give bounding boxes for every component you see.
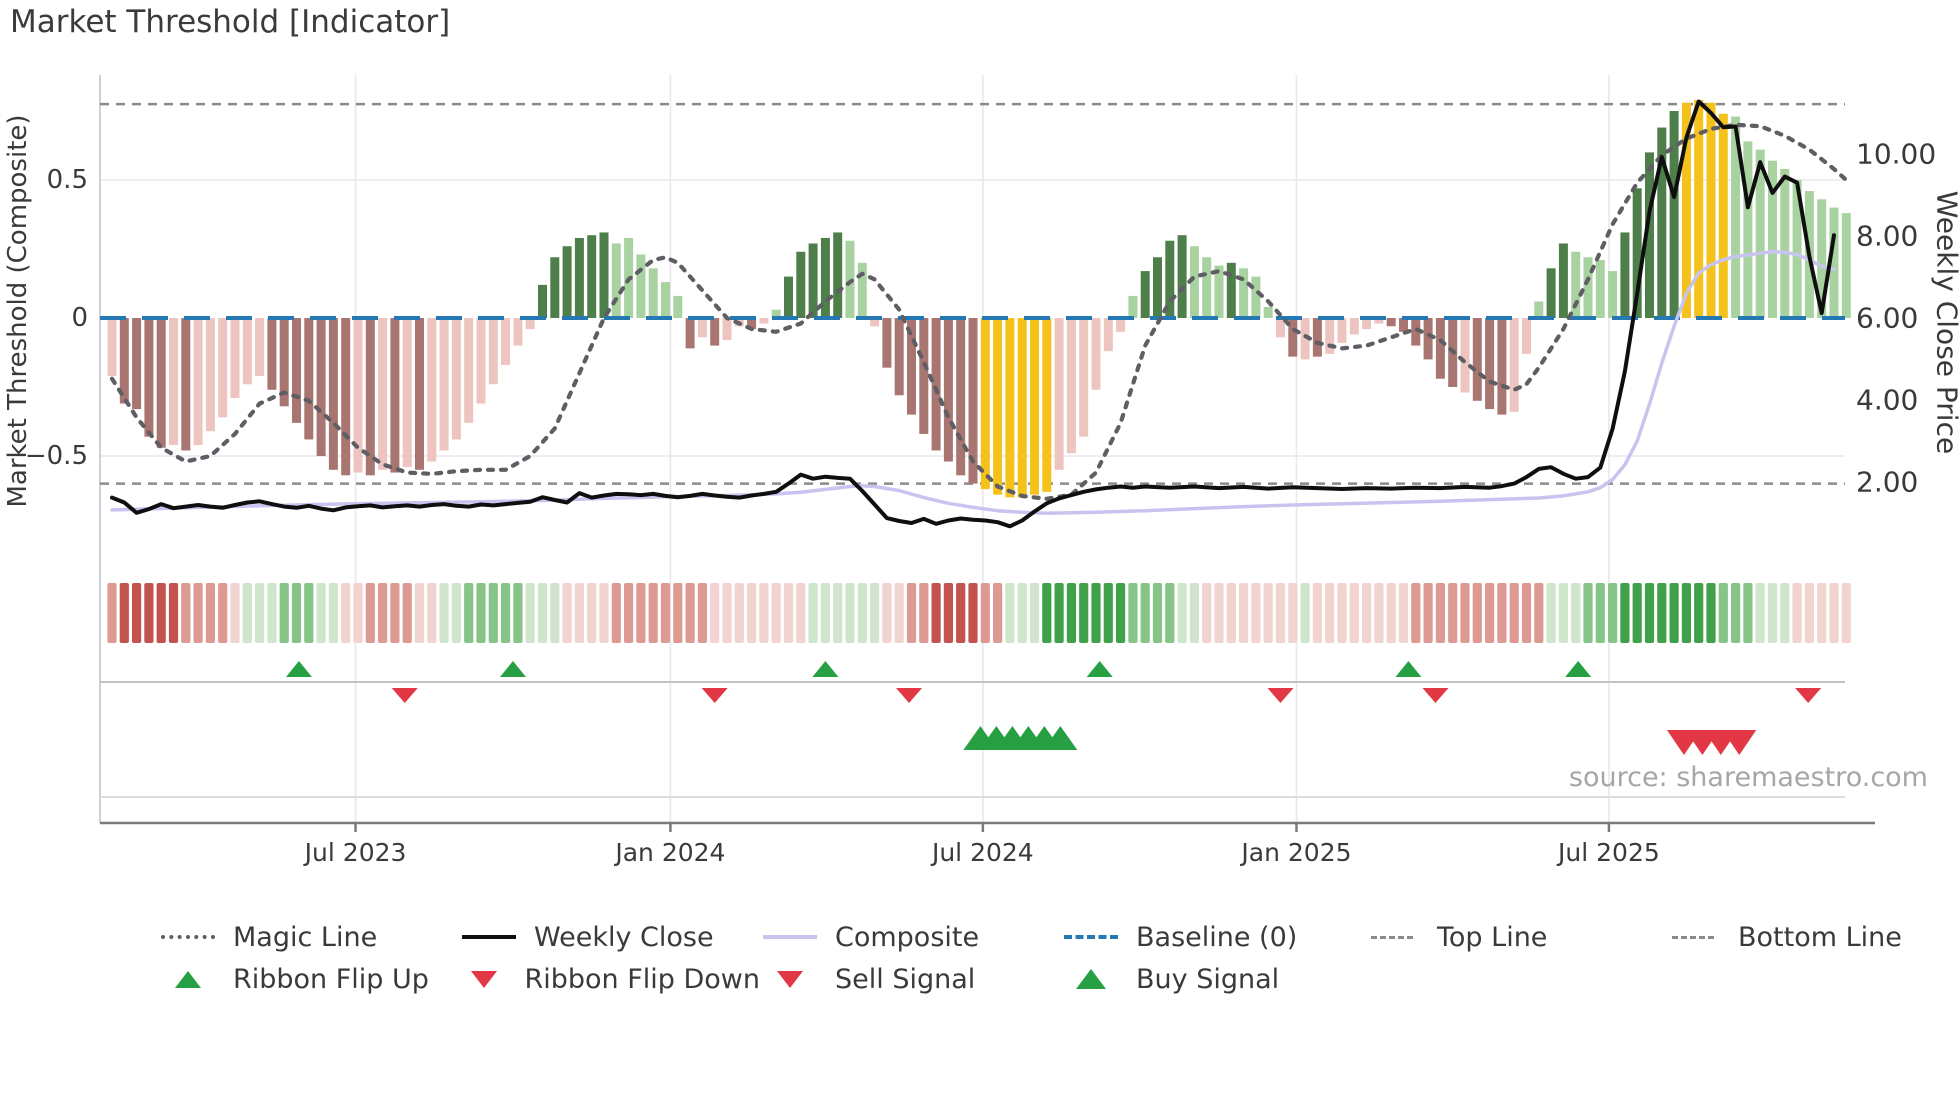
left-tick-labels: 0.5 0 −0.5 (25, 165, 88, 471)
legend-label: Bottom Line (1738, 921, 1902, 953)
right-tick-label: 4.00 (1856, 384, 1918, 417)
left-tick-label: 0 (71, 303, 88, 333)
legend-item-buy-signal: Buy Signal (1061, 958, 1362, 1000)
legend-label: Weekly Close (534, 921, 714, 953)
bottom-line-swatch-icon (1663, 935, 1723, 939)
indicator-chart: Jul 2023 Jan 2024 Jul 2024 Jan 2025 Jul 2025… (25, 75, 1936, 867)
sell-signal-cluster (1666, 730, 1757, 755)
legend: Magic Line Weekly Close Composite Baseli… (158, 916, 1960, 1000)
x-tick-label: Jul 2024 (930, 838, 1034, 867)
legend-label: Composite (835, 921, 980, 953)
source-credit: source: sharemaestro.com (1568, 762, 1928, 793)
sell-signal-triangle-icon (760, 970, 820, 988)
buy-signal-triangle-icon (1061, 969, 1121, 989)
legend-item-top-line: Top Line (1362, 916, 1663, 958)
legend-item-magic-line: Magic Line (158, 916, 459, 958)
legend-label: Ribbon Flip Down (524, 963, 760, 995)
legend-item-ribbon-flip-down: Ribbon Flip Down (459, 958, 760, 1000)
right-tick-label: 10.00 (1856, 138, 1936, 171)
x-tick-label: Jul 2025 (1556, 838, 1660, 867)
legend-item-ribbon-flip-up: Ribbon Flip Up (158, 958, 459, 1000)
legend-item-sell-signal: Sell Signal (760, 958, 1061, 1000)
weekly-close-swatch-icon (459, 935, 519, 939)
composite-bars (107, 99, 1851, 498)
left-tick-label: −0.5 (25, 441, 88, 471)
magic-line (109, 122, 1849, 501)
right-axis-title: Weekly Close Price (1930, 190, 1960, 455)
right-tick-label: 6.00 (1856, 302, 1918, 335)
left-axis-title: Market Threshold (Composite) (3, 114, 33, 508)
x-tick-label: Jan 2024 (613, 838, 725, 867)
legend-item-bottom-line: Bottom Line (1663, 916, 1960, 958)
top-line-swatch-icon (1362, 935, 1422, 939)
legend-item-weekly-close: Weekly Close (459, 916, 760, 958)
composite-swatch-icon (760, 935, 820, 939)
legend-label: Top Line (1437, 921, 1548, 953)
legend-item-baseline: Baseline (0) (1061, 916, 1362, 958)
right-tick-labels: 10.00 8.00 6.00 4.00 2.00 (1856, 138, 1936, 499)
x-axis: Jul 2023 Jan 2024 Jul 2024 Jan 2025 Jul 2025 (100, 796, 1875, 867)
legend-label: Ribbon Flip Up (233, 963, 429, 995)
left-tick-label: 0.5 (47, 165, 88, 195)
chart-title: Market Threshold [Indicator] (10, 4, 451, 40)
right-tick-label: 2.00 (1856, 466, 1918, 499)
x-tick-label: Jan 2025 (1239, 838, 1351, 867)
right-tick-label: 8.00 (1856, 220, 1918, 253)
flip-up-triangle-icon (158, 970, 218, 988)
flip-down-triangle-icon (459, 970, 509, 988)
x-tick-label: Jul 2023 (303, 838, 407, 867)
magic-line-swatch-icon (158, 935, 218, 939)
buy-signal-cluster (963, 726, 1078, 750)
legend-label: Baseline (0) (1136, 921, 1298, 953)
legend-item-composite: Composite (760, 916, 1061, 958)
legend-label: Magic Line (233, 921, 378, 953)
legend-label: Sell Signal (835, 963, 976, 995)
baseline-swatch-icon (1061, 935, 1121, 939)
signal-markers (100, 661, 1845, 703)
legend-label: Buy Signal (1136, 963, 1280, 995)
weekly-close-line (110, 99, 1836, 529)
momentum-ribbon (107, 583, 1851, 643)
